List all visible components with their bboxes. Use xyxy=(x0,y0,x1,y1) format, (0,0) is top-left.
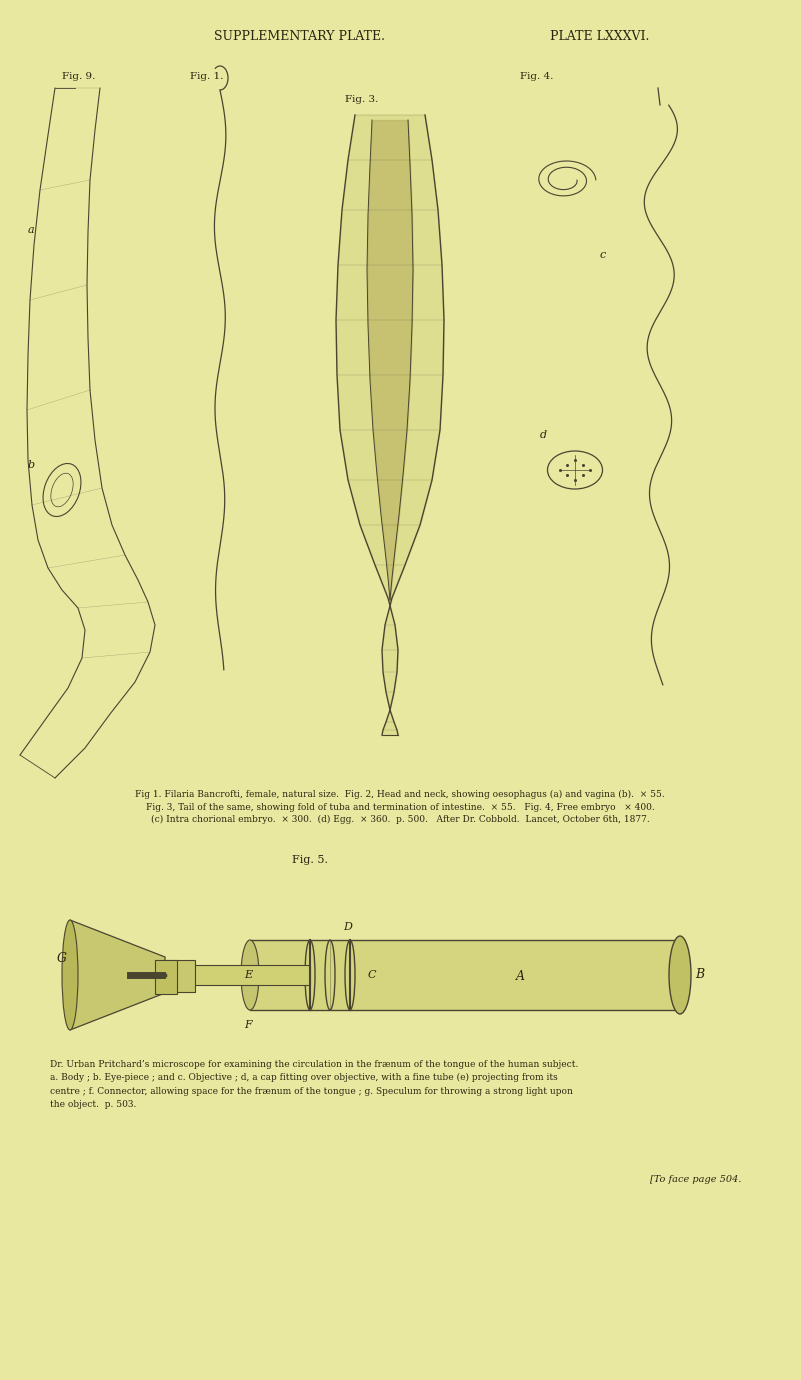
Text: Fig. 5.: Fig. 5. xyxy=(292,856,328,865)
Text: D: D xyxy=(344,922,352,932)
Text: E: E xyxy=(244,970,252,980)
Ellipse shape xyxy=(241,940,259,1010)
Ellipse shape xyxy=(185,965,195,985)
Text: Fig. 1.: Fig. 1. xyxy=(190,72,223,81)
Ellipse shape xyxy=(669,936,691,1014)
Text: Fig 1. Filaria Bancrofti, female, natural size.  Fig. 2, Head and neck, showing : Fig 1. Filaria Bancrofti, female, natura… xyxy=(135,789,665,824)
Polygon shape xyxy=(70,920,165,1029)
Bar xyxy=(190,965,310,985)
Text: Fig. 9.: Fig. 9. xyxy=(62,72,95,81)
Bar xyxy=(155,960,177,994)
Text: a: a xyxy=(28,225,34,235)
Text: Fig. 4.: Fig. 4. xyxy=(520,72,553,81)
Bar xyxy=(165,960,195,992)
Text: F: F xyxy=(244,1020,252,1029)
Text: c: c xyxy=(600,250,606,259)
Text: Dr. Urban Pritchard’s microscope for examining the circulation in the frænum of : Dr. Urban Pritchard’s microscope for exa… xyxy=(50,1060,578,1108)
Text: PLATE LXXXVI.: PLATE LXXXVI. xyxy=(550,30,650,43)
Text: Fig. 3.: Fig. 3. xyxy=(345,95,378,104)
Text: d: d xyxy=(540,431,547,440)
Ellipse shape xyxy=(62,920,78,1029)
Text: [To face page 504.: [To face page 504. xyxy=(650,1174,742,1184)
Text: SUPPLEMENTARY PLATE.: SUPPLEMENTARY PLATE. xyxy=(215,30,385,43)
Text: G: G xyxy=(57,951,67,965)
Text: B: B xyxy=(695,969,704,981)
Text: C: C xyxy=(368,970,376,980)
Bar xyxy=(250,940,680,1010)
Text: b: b xyxy=(28,460,35,471)
Text: A: A xyxy=(516,970,525,984)
